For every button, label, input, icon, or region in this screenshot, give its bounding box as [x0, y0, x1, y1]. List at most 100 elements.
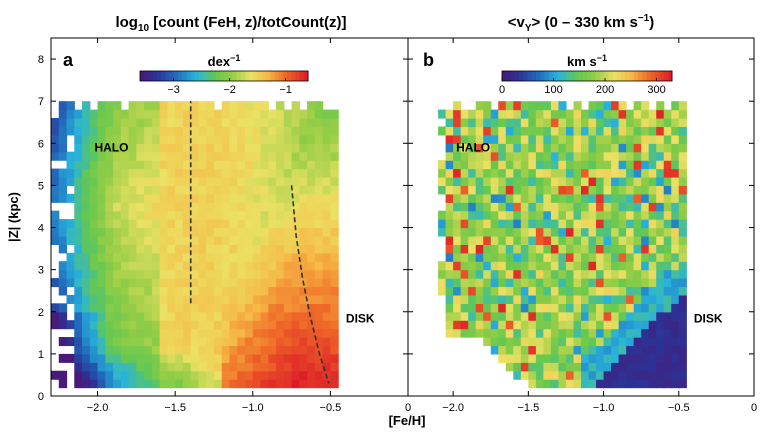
- colorbar-swatch: [519, 71, 524, 81]
- panel-b-cell: [543, 168, 552, 178]
- panel-b-cell: [520, 320, 529, 330]
- panel-b-cell: [626, 143, 635, 153]
- panel-a-cell: [89, 353, 99, 363]
- colorbar-swatch: [621, 71, 626, 81]
- panel-a-cell: [322, 126, 331, 136]
- panel-a-cell: [136, 160, 145, 170]
- panel-b-cell: [505, 176, 514, 187]
- panel-a-cell: [66, 278, 75, 288]
- panel-a-cell: [291, 311, 300, 321]
- panel-b-cell: [558, 261, 567, 271]
- panel-a-cell: [167, 134, 176, 144]
- panel-a-cell: [105, 278, 114, 288]
- panel-a-cell: [206, 328, 215, 338]
- panel-a-cell: [190, 227, 200, 237]
- panel-a-cell: [182, 278, 192, 288]
- panel-a-cell: [105, 370, 114, 380]
- panel-a-cell: [105, 328, 114, 338]
- panel-a-cell: [314, 176, 324, 187]
- colorbar-swatch: [595, 71, 601, 81]
- panel-b-cell: [490, 303, 499, 313]
- panel-a-cell: [151, 235, 161, 245]
- x-tick-label: −1.5: [517, 402, 539, 414]
- panel-a-cell: [330, 252, 339, 262]
- panel-a-cell: [190, 379, 200, 389]
- panel-b-cell: [663, 286, 672, 296]
- panel-a-cell: [291, 269, 300, 279]
- colorbar-swatch: [207, 71, 212, 81]
- panel-b-cell: [565, 185, 575, 195]
- panel-a-cell: [128, 370, 137, 380]
- panel-b-cell: [550, 160, 560, 170]
- panel-b-cell: [603, 370, 612, 380]
- panel-a-cell: [175, 269, 184, 279]
- panel-b-cell: [528, 160, 537, 170]
- panel-a-cell: [330, 227, 339, 237]
- panel-b-cell: [633, 362, 642, 372]
- panel-b-cell: [603, 219, 612, 229]
- panel-a-cell: [151, 261, 161, 271]
- panel-a-cell: [159, 143, 169, 153]
- panel-b-cell: [663, 353, 672, 363]
- panel-b-cell: [618, 353, 627, 363]
- colorbar-swatch: [194, 71, 200, 81]
- panel-b-cell: [663, 193, 672, 203]
- panel-b-cell: [581, 294, 590, 304]
- panel-a-cell: [245, 193, 254, 203]
- panel-b-cell: [528, 244, 537, 254]
- panel-a-cell: [51, 278, 60, 288]
- panel-a-cell: [283, 337, 293, 347]
- panel-a-cell: [221, 286, 231, 296]
- panel-b-cell: [490, 227, 499, 237]
- panel-a-cell: [136, 109, 145, 119]
- panel-a-cell: [213, 286, 223, 296]
- panel-b-cell: [626, 379, 635, 389]
- panel-a-cell: [159, 101, 169, 111]
- panel-b-cell: [611, 143, 620, 153]
- panel-b-cell: [596, 320, 605, 330]
- panel-a-cell: [167, 269, 176, 279]
- panel-b-cell: [648, 160, 657, 170]
- panel-a-cell: [82, 118, 91, 128]
- dashed-line: [290, 185, 330, 384]
- panel-a-cell: [144, 235, 153, 245]
- panel-a-cell: [128, 185, 137, 195]
- panel-a-cell: [221, 328, 231, 338]
- panel-b-cell: [611, 244, 620, 254]
- panel-a-cell: [167, 244, 176, 254]
- panel-a-cell: [74, 151, 83, 161]
- panel-a-cell: [213, 109, 223, 119]
- panel-b-cell: [678, 118, 687, 128]
- panel-a-cell: [58, 101, 68, 111]
- panel-a-cell: [237, 185, 246, 195]
- panel-b-cell: [581, 252, 590, 262]
- panel-b-cell: [513, 176, 522, 187]
- colorbar-swatch: [266, 71, 271, 81]
- panel-b-cell: [581, 235, 590, 245]
- panel-b-cell: [663, 362, 672, 372]
- panel-a-cell: [66, 261, 75, 271]
- panel-b-cell: [520, 168, 529, 178]
- panel-b-cell: [603, 168, 612, 178]
- panel-a-cell: [151, 109, 161, 119]
- panel-b-cell: [588, 134, 597, 144]
- panel-a-cell: [283, 370, 293, 380]
- panel-b-cell: [475, 193, 484, 203]
- colorbar-swatch: [599, 71, 605, 81]
- panel-a-cell: [175, 210, 184, 220]
- panel-a-cell: [206, 345, 215, 355]
- panel-b-cell: [588, 202, 597, 212]
- panel-a-cell: [97, 118, 106, 128]
- panel-a-cell: [58, 151, 68, 161]
- panel-a-cell: [120, 261, 130, 271]
- panel-a-cell: [229, 202, 238, 212]
- panel-b-cell: [520, 185, 529, 195]
- panel-a-cell: [268, 227, 277, 237]
- panel-a-cell: [260, 320, 269, 330]
- panel-b-cell: [520, 118, 529, 128]
- panel-a-cell: [175, 261, 184, 271]
- panel-a-cell: [89, 303, 99, 313]
- colorbar-swatch: [540, 71, 545, 81]
- panel-a-cell: [89, 278, 99, 288]
- panel-b-cell: [648, 176, 657, 187]
